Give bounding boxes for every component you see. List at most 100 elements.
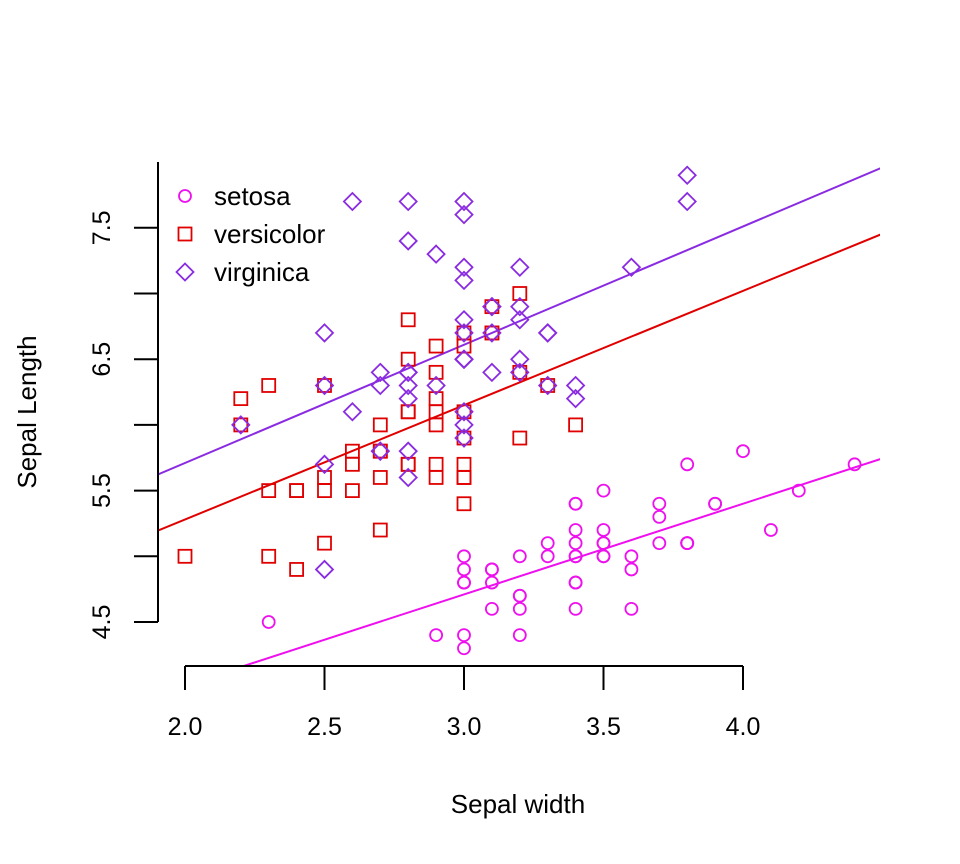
data-point-setosa: [457, 628, 471, 643]
data-point-versicolor: [177, 548, 193, 564]
data-point-virginica: [510, 257, 530, 277]
data-point-setosa: [457, 549, 471, 564]
y-tick-label: 7.5: [88, 210, 116, 245]
data-point-setosa: [652, 509, 667, 524]
data-point-versicolor: [428, 391, 444, 407]
data-point-virginica: [454, 310, 474, 330]
data-point-virginica: [398, 375, 418, 396]
data-point-versicolor: [344, 456, 360, 472]
data-point-virginica: [398, 191, 418, 212]
data-point-versicolor: [456, 470, 472, 485]
data-point-virginica: [537, 323, 558, 343]
data-point-versicolor: [540, 378, 556, 393]
data-point-setosa: [484, 601, 499, 616]
data-point-virginica: [426, 244, 446, 264]
data-point-setosa: [596, 483, 611, 498]
data-point-setosa: [764, 523, 778, 537]
data-point-setosa: [484, 575, 499, 590]
data-point-virginica: [565, 375, 586, 396]
data-point-setosa: [457, 562, 471, 577]
data-point-versicolor: [372, 522, 388, 538]
data-point-virginica: [510, 296, 530, 317]
data-point-virginica: [510, 349, 530, 369]
data-point-versicolor: [400, 312, 416, 328]
data-point-setosa: [457, 575, 471, 590]
data-point-virginica: [454, 349, 474, 369]
data-point-versicolor: [344, 443, 360, 459]
data-point-setosa: [680, 457, 695, 472]
data-point-virginica: [370, 362, 391, 383]
data-point-setosa: [652, 536, 667, 551]
data-point-virginica: [231, 415, 251, 435]
data-point-setosa: [680, 536, 695, 551]
data-point-versicolor: [456, 404, 472, 420]
x-tick-label: 3.0: [447, 713, 482, 741]
y-tick-label: 4.5: [88, 605, 116, 640]
data-point-virginica: [454, 428, 474, 448]
data-point-setosa: [596, 523, 611, 537]
data-point-setosa: [512, 588, 527, 603]
data-point-setosa: [596, 549, 611, 564]
data-point-versicolor: [317, 535, 332, 551]
data-point-virginica: [426, 375, 446, 396]
data-point-versicolor: [261, 483, 277, 499]
data-point-virginica: [482, 323, 502, 343]
legend-label-virginica: virginica: [214, 257, 310, 287]
legend-label-versicolor: versicolor: [214, 219, 326, 249]
data-point-versicolor: [428, 338, 444, 354]
data-point-versicolor: [400, 351, 416, 367]
data-point-setosa: [512, 601, 527, 616]
data-point-versicolor: [372, 470, 388, 485]
data-point-virginica: [454, 415, 474, 435]
data-point-setosa: [484, 562, 499, 577]
data-point-versicolor: [428, 456, 444, 472]
legend-marker-virginica: [175, 262, 195, 282]
data-point-setosa: [568, 496, 583, 511]
data-point-versicolor: [428, 364, 444, 380]
data-point-setosa: [512, 628, 527, 643]
data-point-virginica: [398, 467, 418, 488]
data-point-virginica: [370, 441, 391, 461]
data-point-setosa: [624, 549, 639, 564]
data-point-setosa: [568, 536, 583, 551]
y-axis-title: Sepal Length: [12, 335, 42, 488]
data-point-virginica: [314, 454, 335, 475]
data-point-virginica: [398, 231, 418, 251]
data-point-versicolor: [400, 456, 416, 472]
data-point-versicolor: [289, 562, 305, 577]
data-point-versicolor: [400, 404, 416, 420]
data-point-virginica: [314, 375, 335, 396]
data-point-setosa: [596, 536, 611, 551]
data-point-virginica: [314, 323, 335, 343]
data-point-setosa: [568, 575, 583, 590]
data-point-versicolor: [484, 325, 500, 341]
legend-label-setosa: setosa: [214, 181, 291, 211]
data-point-setosa: [847, 457, 862, 472]
legend-marker-versicolor: [177, 226, 193, 242]
data-point-virginica: [510, 310, 530, 330]
data-point-virginica: [482, 296, 502, 317]
y-axis: 4.5 5.5 6.5 7.5: [88, 162, 159, 640]
data-point-virginica: [398, 362, 418, 383]
data-point-setosa: [652, 496, 667, 511]
data-point-versicolor: [512, 364, 528, 380]
data-point-setosa: [624, 562, 639, 577]
data-point-setosa: [540, 549, 555, 564]
data-point-setosa: [512, 549, 527, 564]
x-axis-title: Sepal width: [451, 789, 585, 819]
data-point-virginica: [342, 191, 363, 212]
data-point-virginica: [370, 375, 391, 396]
data-points: [177, 165, 862, 656]
data-point-setosa: [708, 496, 722, 511]
data-point-virginica: [537, 323, 558, 343]
data-point-versicolor: [512, 286, 528, 301]
data-point-versicolor: [456, 456, 472, 472]
data-point-virginica: [314, 559, 335, 580]
data-point-setosa: [736, 444, 750, 459]
data-point-virginica: [454, 191, 474, 212]
data-point-versicolor: [456, 430, 472, 446]
data-point-virginica: [621, 257, 642, 277]
x-tick-label: 2.5: [307, 713, 342, 741]
data-point-virginica: [398, 388, 418, 409]
